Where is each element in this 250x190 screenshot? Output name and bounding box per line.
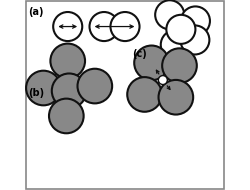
Circle shape <box>90 12 118 41</box>
Circle shape <box>166 15 196 44</box>
Circle shape <box>158 76 167 85</box>
Circle shape <box>161 30 190 59</box>
Circle shape <box>26 71 61 105</box>
Text: (a): (a) <box>28 7 43 17</box>
Circle shape <box>78 69 112 103</box>
Circle shape <box>110 12 140 41</box>
Circle shape <box>53 12 82 41</box>
Circle shape <box>155 0 184 29</box>
Circle shape <box>49 99 84 133</box>
Circle shape <box>134 46 169 80</box>
Circle shape <box>158 80 193 115</box>
Circle shape <box>162 48 197 83</box>
FancyBboxPatch shape <box>26 1 224 189</box>
Circle shape <box>127 77 162 112</box>
Circle shape <box>52 74 86 108</box>
Circle shape <box>180 25 210 55</box>
Text: (b): (b) <box>28 88 44 98</box>
Text: (c): (c) <box>132 49 147 59</box>
Circle shape <box>50 44 85 78</box>
Circle shape <box>181 6 210 36</box>
